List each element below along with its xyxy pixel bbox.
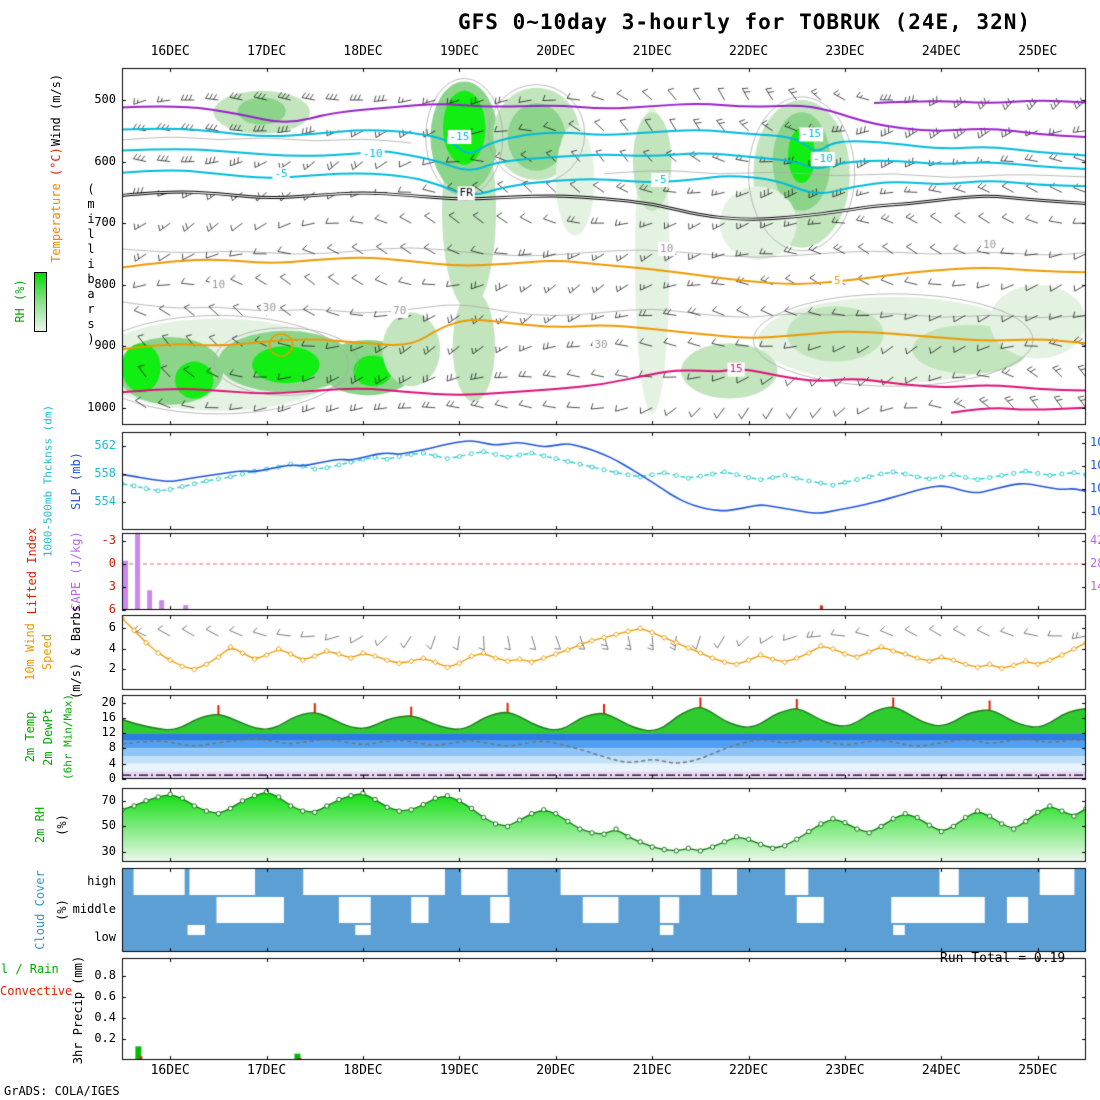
x-axis-label-top: 23DEC — [825, 44, 865, 59]
x-axis-label-bottom: 21DEC — [632, 1063, 672, 1078]
side-axis-label: 10m Wind — [23, 623, 37, 681]
y-tick-label: 0.4 — [94, 1009, 116, 1024]
y-tick-label: 1020 — [1090, 481, 1100, 496]
y-tick-label: 28 — [1090, 556, 1100, 570]
y-tick-label: 8 — [108, 740, 116, 755]
y-tick-label: low — [94, 930, 116, 944]
y-tick-label: 30 — [101, 844, 116, 859]
side-axis-label: Temperature (°C) — [49, 147, 63, 263]
y-tick-label: 0.6 — [94, 988, 116, 1003]
grads-credit: GrADS: COLA/IGES — [4, 1084, 120, 1098]
margin-label: Convective — [0, 984, 73, 998]
x-axis-label-bottom: 22DEC — [729, 1063, 769, 1078]
y-tick-label: 16 — [101, 709, 116, 724]
x-axis-label-top: 24DEC — [921, 44, 961, 59]
y-tick-label: 700 — [94, 215, 116, 230]
y-tick-label: 1000 — [87, 399, 116, 414]
side-axis-label: (m/s) & Barbs — [69, 605, 83, 699]
y-tick-label: 6 — [108, 620, 116, 635]
x-axis-label-bottom: 24DEC — [921, 1063, 961, 1078]
side-axis-label: Wind (m/s) — [49, 73, 63, 147]
side-axis-label: Speed — [40, 633, 54, 671]
side-axis-label: 2m DewPt — [41, 708, 55, 766]
side-axis-label: (%) — [55, 899, 69, 921]
x-axis-label-top: 17DEC — [247, 44, 287, 59]
side-axis-label: Lifted Index — [25, 527, 39, 615]
y-tick-label: 12 — [101, 725, 116, 740]
y-tick-label: 1024 — [1090, 458, 1100, 472]
side-axis-label: RH (%) — [13, 279, 27, 323]
side-axis-label: 2m RH — [33, 806, 47, 844]
y-tick-label: 20 — [101, 694, 116, 709]
side-axis-label: (6hr Min/Max) — [61, 693, 75, 781]
side-axis-label: 2m Temp — [23, 711, 37, 763]
side-axis-label: CAPE (J/kg) — [69, 531, 83, 611]
side-axis-label: (millibars) — [84, 182, 98, 347]
y-tick-label: 6 — [108, 602, 116, 616]
x-axis-label-top: 25DEC — [1018, 44, 1058, 59]
x-axis-label-top: 19DEC — [439, 44, 479, 59]
y-tick-label: 500 — [94, 92, 116, 106]
rh-colorbar-legend — [34, 272, 47, 332]
y-tick-label: 800 — [94, 276, 116, 291]
x-axis-label-top: 20DEC — [536, 44, 576, 59]
side-axis-label: Cloud Cover — [33, 870, 47, 950]
x-axis-label-bottom: 18DEC — [343, 1063, 383, 1078]
run-total-label: Run Total = 0.19 — [940, 951, 1066, 966]
x-axis-label-bottom: 17DEC — [247, 1063, 287, 1078]
y-tick-label: 1016 — [1090, 504, 1100, 519]
y-tick-label: 0.2 — [94, 1030, 116, 1045]
margin-label: Total / Rain — [0, 962, 59, 976]
x-axis-label-bottom: 19DEC — [439, 1063, 479, 1078]
chart-title: GFS 0~10day 3-hourly for TOBRUK (24E, 32… — [458, 10, 1032, 34]
y-tick-label: 0 — [108, 771, 116, 785]
x-axis-label-bottom: 20DEC — [536, 1063, 576, 1078]
y-tick-label: 4 — [108, 755, 116, 770]
y-tick-label: high — [87, 874, 116, 888]
x-axis-label-top: 21DEC — [632, 44, 672, 59]
x-axis-label-bottom: 23DEC — [825, 1063, 865, 1078]
side-axis-label-part: Temperature — [49, 176, 63, 263]
side-axis-label: SLP (mb) — [69, 452, 83, 510]
y-tick-label: 562 — [94, 438, 116, 452]
x-axis-label-bottom: 16DEC — [150, 1063, 190, 1078]
y-tick-label: 554 — [94, 494, 116, 508]
x-axis-label-top: 18DEC — [343, 44, 383, 59]
y-tick-label: middle — [72, 902, 116, 916]
x-axis-label-top: 16DEC — [150, 44, 190, 59]
y-tick-label: 2 — [108, 661, 116, 676]
side-axis-label: 1000-500mb Thcknss (dm) — [41, 404, 55, 558]
y-tick-label: 42 — [1090, 533, 1100, 547]
x-axis-label-bottom: 25DEC — [1018, 1063, 1058, 1078]
y-tick-label: 900 — [94, 338, 116, 353]
side-axis-label: (%) — [55, 814, 69, 836]
y-tick-label: 70 — [101, 792, 116, 807]
y-tick-label: 600 — [94, 153, 116, 168]
y-tick-label: 3 — [108, 578, 116, 593]
y-tick-label: 0.8 — [94, 967, 116, 982]
y-tick-label: 4 — [108, 640, 116, 655]
y-tick-label: 50 — [101, 818, 116, 833]
y-tick-label: 1028 — [1090, 434, 1100, 449]
x-axis-label-top: 22DEC — [729, 44, 769, 59]
y-tick-label: 0 — [108, 555, 116, 570]
y-tick-label: 14 — [1090, 579, 1100, 593]
side-axis-label: 3hr Precip (mm) — [71, 955, 85, 1065]
side-axis-label-part: (°C) — [49, 147, 63, 177]
y-tick-label: 558 — [94, 466, 116, 480]
y-tick-label: -3 — [101, 532, 116, 547]
